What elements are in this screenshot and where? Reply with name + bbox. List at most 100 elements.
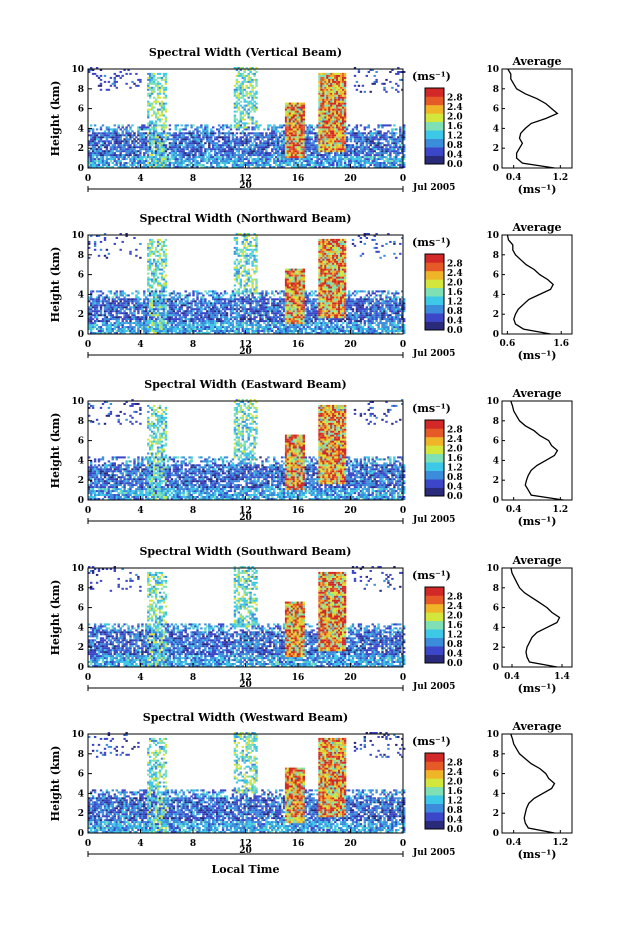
heatmap-cell <box>90 312 93 315</box>
heatmap-cell <box>322 94 325 97</box>
heatmap-cell <box>156 306 160 309</box>
heatmap-cell <box>296 136 300 139</box>
heatmap-cell <box>243 78 246 81</box>
heatmap-cell <box>208 154 211 157</box>
heatmap-cell <box>93 150 97 153</box>
heatmap-cell <box>162 148 166 151</box>
heatmap-cell <box>383 156 386 159</box>
heatmap-cell <box>153 322 156 325</box>
heatmap-cell <box>156 244 160 247</box>
heatmap-cell <box>302 156 305 159</box>
heatmap-cell <box>342 130 345 133</box>
heatmap-cell <box>273 124 276 127</box>
heatmap-cell <box>324 112 327 115</box>
heatmap-cell <box>93 72 97 75</box>
heatmap-cell <box>310 126 313 129</box>
heatmap-cell <box>300 106 303 109</box>
heatmap-cell <box>149 144 152 147</box>
heatmap-cell <box>294 166 298 168</box>
heatmap-cell <box>127 144 130 147</box>
heatmap-cell <box>109 128 113 131</box>
heatmap-cell <box>160 86 164 89</box>
heatmap-cell <box>322 150 325 153</box>
heatmap-cell <box>97 146 101 149</box>
heatmap-cell <box>383 138 386 141</box>
heatmap-cell <box>290 118 294 121</box>
heatmap-cell <box>151 300 154 303</box>
heatmap-cell <box>113 316 116 319</box>
heatmap-cell <box>334 152 337 155</box>
heatmap-cell <box>182 140 185 143</box>
heatmap-cell <box>255 92 258 95</box>
heatmap-cell <box>227 140 231 143</box>
heatmap-cell <box>363 148 366 151</box>
heatmap-cell <box>127 150 130 153</box>
heatmap-cell <box>139 126 142 129</box>
heatmap-cell <box>156 86 160 89</box>
heatmap-cell <box>247 158 250 161</box>
heatmap-cell <box>109 136 113 139</box>
heatmap-cell <box>340 158 343 161</box>
heatmap-cell <box>129 320 132 323</box>
heatmap-cell <box>101 318 105 321</box>
heatmap-cell <box>170 156 174 159</box>
heatmap-cell <box>198 292 201 295</box>
heatmap-cell <box>178 142 181 145</box>
heatmap-cell <box>139 80 142 83</box>
heatmap-cell <box>292 144 296 147</box>
heatmap-cell <box>328 92 331 95</box>
heatmap-cell <box>117 324 120 327</box>
heatmap-cell <box>88 300 91 303</box>
heatmap-cell <box>127 316 130 319</box>
heatmap-cell <box>143 162 146 164</box>
heatmap-cell <box>318 86 321 89</box>
heatmap-cell <box>139 152 142 155</box>
heatmap-cell <box>235 158 239 161</box>
heatmap-cell <box>340 138 343 141</box>
heatmap-cell <box>147 306 150 309</box>
heatmap-cell <box>255 164 258 166</box>
heatmap-cell <box>216 138 219 141</box>
heatmap-cell <box>135 144 138 147</box>
heatmap-cell <box>123 150 126 153</box>
heatmap-cell <box>91 328 95 330</box>
heatmap-cell <box>200 140 203 143</box>
heatmap-cell <box>237 74 240 77</box>
heatmap-cell <box>156 308 160 311</box>
heatmap-cell <box>88 164 91 166</box>
heatmap-cell <box>194 318 197 321</box>
heatmap-cell <box>328 76 331 79</box>
heatmap-cell <box>216 142 219 145</box>
heatmap-cell <box>113 322 116 325</box>
heatmap-cell <box>149 88 152 91</box>
heatmap-cell <box>204 324 207 327</box>
heatmap-cell <box>90 304 93 307</box>
heatmap-cell <box>280 126 284 129</box>
heatmap-cell <box>186 142 189 145</box>
heatmap-cell <box>184 312 187 315</box>
heatmap-cell <box>190 318 193 321</box>
heatmap-cell <box>397 136 400 139</box>
heatmap-cell <box>343 98 347 101</box>
heatmap-cell <box>107 140 111 143</box>
heatmap-cell <box>284 104 288 107</box>
heatmap-cell <box>383 166 386 168</box>
heatmap-cell <box>95 306 99 309</box>
heatmap-cell <box>363 146 366 149</box>
heatmap-cell <box>156 152 160 155</box>
heatmap-cell <box>182 134 185 137</box>
heatmap-cell <box>202 130 205 133</box>
heatmap-cell <box>267 160 270 163</box>
heatmap-cell <box>158 154 162 157</box>
heatmap-cell <box>101 332 105 334</box>
heatmap-cell <box>153 302 156 305</box>
heatmap-cell <box>145 140 148 143</box>
heatmap-cell <box>115 332 118 334</box>
heatmap-cell <box>180 124 183 127</box>
heatmap-cell <box>314 152 317 155</box>
heatmap-cell <box>322 140 325 143</box>
heatmap-cell <box>286 102 290 105</box>
heatmap-cell <box>151 262 154 265</box>
heatmap-cell <box>336 78 339 81</box>
heatmap-cell <box>269 132 272 135</box>
